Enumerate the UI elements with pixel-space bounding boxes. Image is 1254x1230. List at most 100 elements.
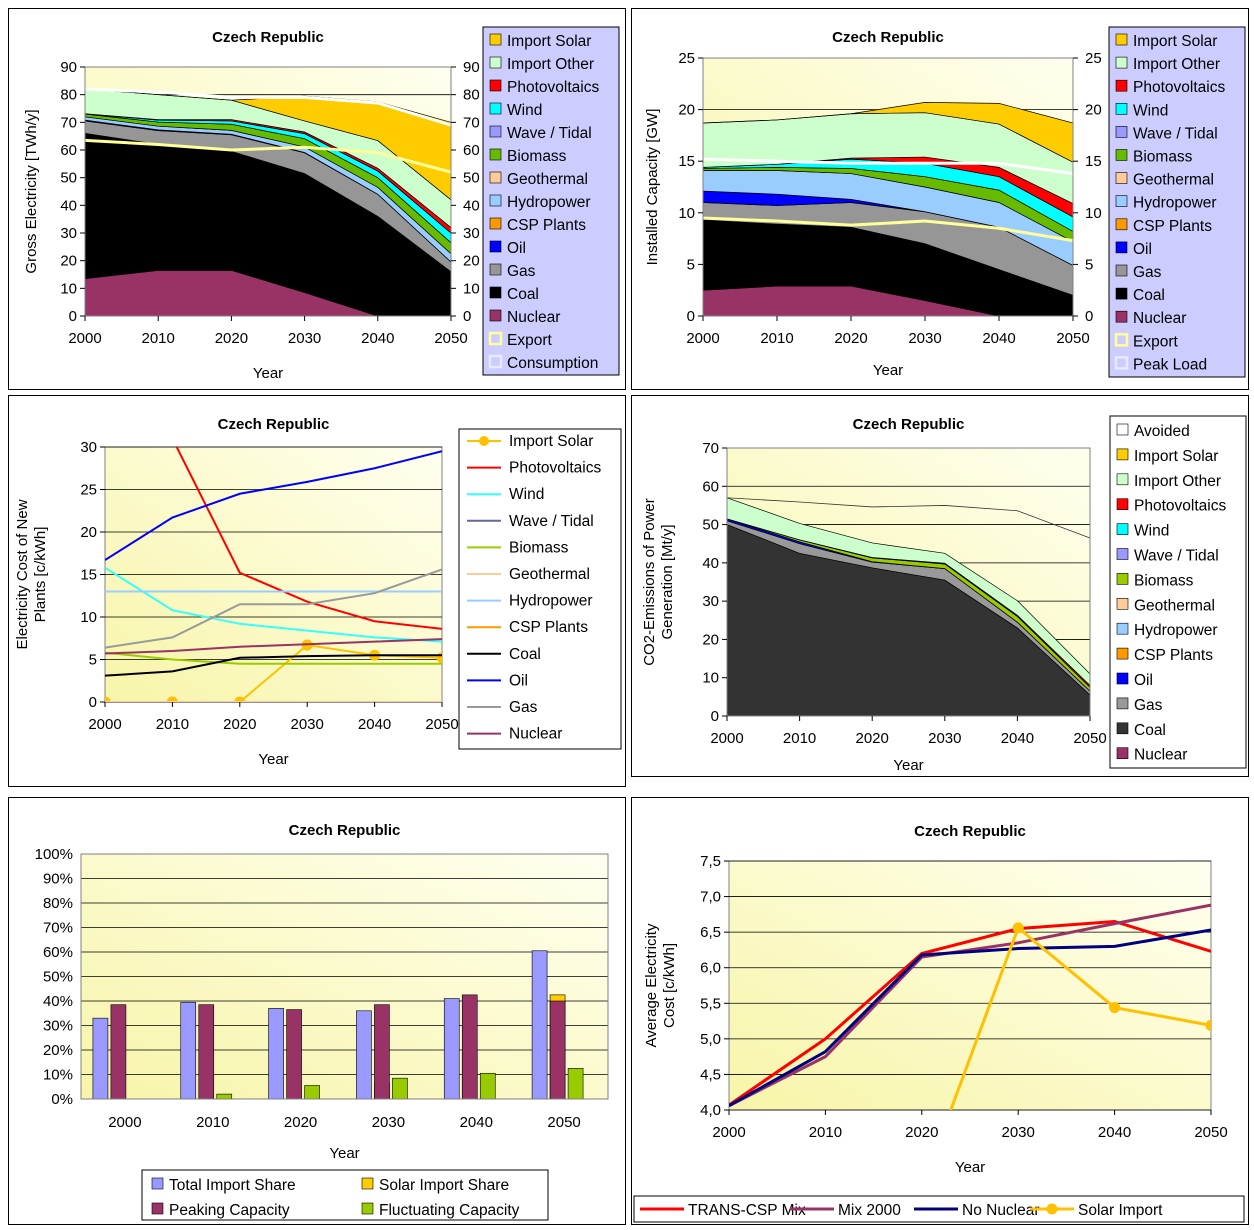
legend-label-wind: Wind — [507, 102, 542, 119]
legend-box — [482, 26, 620, 376]
x-tick-label: 2040 — [361, 330, 394, 347]
line-mix-2000 — [729, 903, 1211, 1108]
y-tick-label: 4,5 — [700, 1066, 721, 1083]
chart-panel-shares: Czech Republic 0% 10% 20% 30% 40% 50% 60% 70% 80%… — [8, 797, 626, 1225]
y-tick-label: 60 — [702, 478, 719, 495]
legend-label-oil: Oil — [507, 240, 526, 257]
y-tick-label: 0 — [89, 694, 97, 711]
legend-swatch-geothermal — [1116, 598, 1129, 610]
legend-label-mix-2000: Mix 2000 — [838, 1202, 901, 1219]
x-tick-label: 2050 — [434, 330, 467, 347]
y-tick-label: 10 — [60, 280, 77, 297]
x-tick-label: 2050 — [547, 1114, 580, 1131]
line-peak-load — [702, 157, 1074, 176]
y-tick-label: 20 — [678, 102, 695, 119]
legend-label-oil: Oil — [1133, 241, 1152, 258]
y-tick-label: 20% — [43, 1042, 73, 1059]
legend-label-import-other: Import Other — [1133, 56, 1220, 73]
legend-label-hydropower: Hydropower — [1133, 195, 1217, 212]
y-axis-label-line: Generation [Mt/y] — [659, 524, 676, 639]
chart-panel-average-cost: Czech Republic 4,0 4,5 5,0 5,5 6,0 6,5 7,0 7,5 20… — [631, 797, 1249, 1225]
x-tick-label: 2020 — [905, 1124, 938, 1141]
average-cost-chart: Czech Republic 4,0 4,5 5,0 5,5 6,0 6,5 7,0 7,5 20… — [633, 823, 1245, 1223]
chart-title: Czech Republic — [212, 29, 324, 46]
legend-swatch-nuclear — [1116, 747, 1129, 760]
point-import-solar — [105, 696, 111, 702]
point-import-solar — [436, 652, 442, 664]
legend-label-nuclear: Nuclear — [507, 309, 560, 326]
y-tick-label: 70 — [702, 440, 719, 457]
y-tick-label: 5 — [687, 256, 695, 273]
x-axis-label: Year — [893, 757, 923, 774]
legend-label-peak-load: Peak Load — [1133, 356, 1207, 373]
x-tick-label: 2040 — [460, 1114, 493, 1131]
x-tick-label: 2020 — [223, 716, 256, 733]
y-tick-label: 20 — [60, 253, 77, 270]
legend-label-biomass: Biomass — [509, 539, 569, 556]
legend-swatch-wave-tidal — [489, 125, 502, 138]
line-wind — [105, 566, 442, 643]
legend-swatch-wind — [1116, 523, 1129, 535]
legend-box — [458, 428, 622, 750]
legend-label-import-solar: Import Solar — [1133, 33, 1217, 50]
legend-label-geothermal: Geothermal — [509, 566, 590, 583]
bar-total-import-share — [180, 1001, 197, 1100]
x-tick-label: 2030 — [372, 1114, 405, 1131]
legend-swatch-wave-tidal — [1115, 126, 1128, 138]
point-solar-import — [1109, 1002, 1121, 1014]
legend-label-coal: Coal — [509, 646, 541, 663]
y-tick-label-right: 90 — [463, 59, 480, 76]
y-tick-label-right: 20 — [1085, 102, 1102, 119]
y-tick-label: 0 — [69, 308, 77, 325]
x-tick-label: 2020 — [834, 330, 867, 347]
legend-box — [1108, 26, 1246, 378]
x-tick-label: 2000 — [686, 330, 719, 347]
plot-area — [728, 860, 1212, 1111]
x-tick-label: 2000 — [710, 730, 743, 747]
line-biomass — [105, 651, 442, 665]
legend-label-export: Export — [507, 332, 552, 349]
y-tick-label: 7,0 — [700, 889, 721, 906]
y-axis-label: CO2-Emissions of PowerGeneration [Mt/y] — [641, 498, 676, 666]
legend-swatch-wave-tidal — [1116, 548, 1129, 560]
legend-swatch-import-other — [1116, 473, 1129, 486]
legend-swatch-oil — [1115, 241, 1128, 254]
y-tick-label-right: 10 — [1085, 205, 1102, 222]
y-axis-label: Electricity Cost of NewPlants [c/kWh] — [14, 499, 49, 649]
y-axis-label-group: Gross Electricity [TWh/y] — [23, 109, 40, 273]
x-tick-label: 2000 — [108, 1114, 141, 1131]
y-axis-label-group: Installed Capacity [GW] — [644, 109, 661, 266]
x-tick-label: 2010 — [809, 1124, 842, 1141]
y-tick-label: 100% — [35, 846, 73, 863]
legend-swatch-import-solar — [1115, 33, 1128, 46]
y-tick-label-right: 20 — [463, 253, 480, 270]
legend-label-wave-tidal: Wave / Tidal — [1133, 125, 1218, 142]
legend-swatch-biomass — [489, 148, 502, 161]
y-tick-label-right: 5 — [1085, 256, 1093, 273]
line-photovoltaics — [175, 447, 442, 630]
plot-border — [726, 447, 1091, 717]
bar-peaking-capacity — [374, 1004, 390, 1100]
legend-label-nuclear: Nuclear — [1134, 747, 1187, 764]
legend-label-csp-plants: CSP Plants — [1134, 647, 1213, 664]
legend-swatch-peak-load — [1114, 356, 1129, 370]
y-tick-label: 30 — [702, 593, 719, 610]
legend-swatch-import-solar — [489, 33, 502, 46]
legend-label-consumption: Consumption — [507, 355, 598, 372]
legend-swatch-nuclear — [489, 309, 502, 322]
y-tick-label-right: 0 — [1085, 308, 1093, 325]
y-axis-label-group: Average ElectricityCost [c/kWh] — [643, 923, 678, 1047]
legend-label-hydropower: Hydropower — [1134, 622, 1218, 639]
legend-label-nuclear: Nuclear — [1133, 310, 1186, 327]
y-tick-label: 30% — [43, 1018, 73, 1035]
bar-fluctuating-capacity — [304, 1085, 320, 1100]
legend-label-import-solar: Import Solar — [507, 33, 591, 50]
legend-label-coal: Coal — [1134, 722, 1166, 739]
x-tick-label: 2030 — [908, 330, 941, 347]
legend-swatch-gas — [1115, 264, 1128, 277]
bar-total-import-share — [92, 1017, 109, 1100]
legend-swatch-hydropower — [1116, 622, 1129, 635]
x-tick-label: 2050 — [1194, 1124, 1227, 1141]
x-axis-label: Year — [873, 362, 903, 379]
y-tick-label-right: 25 — [1085, 50, 1102, 67]
